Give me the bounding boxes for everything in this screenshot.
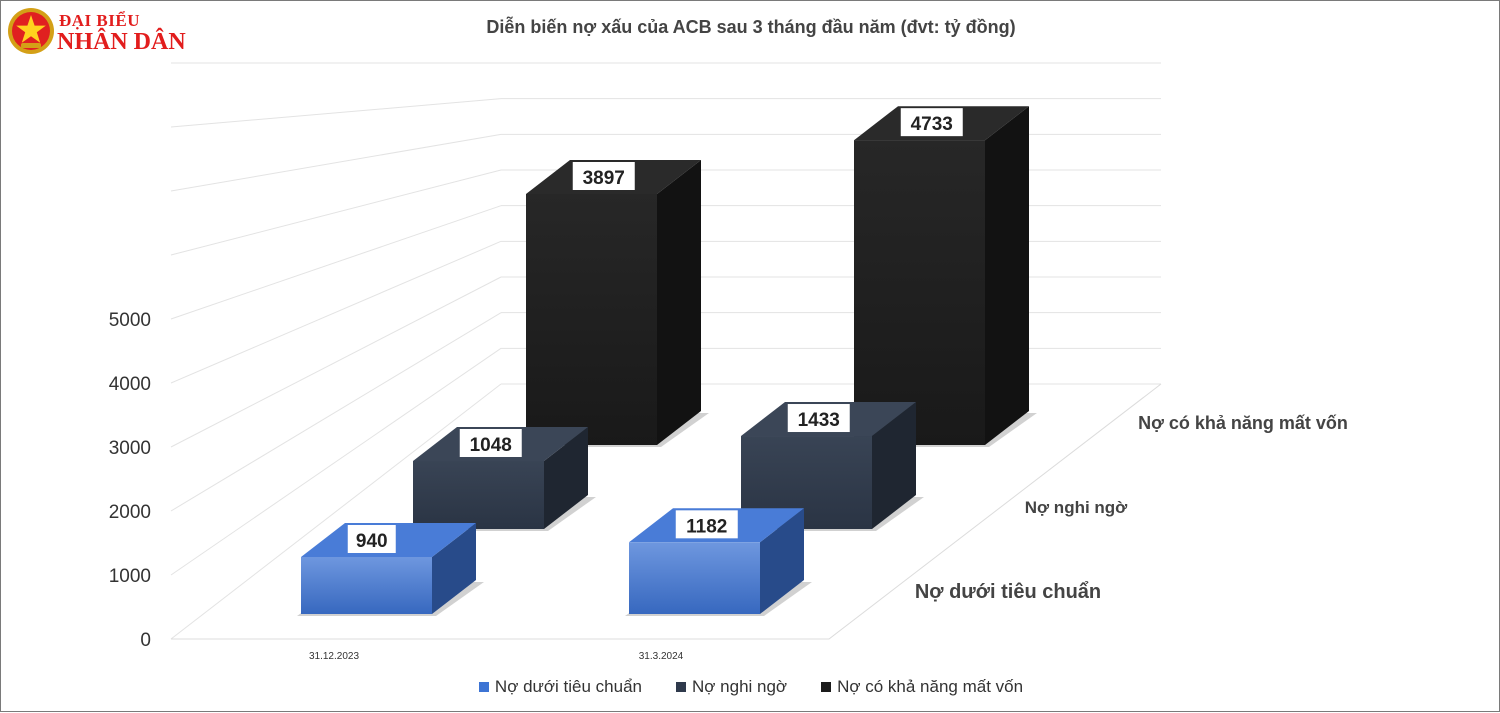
legend-item-no-co-kha-nang-mat-von: Nợ có khả năng mất vốn xyxy=(821,677,1023,697)
gridline-left-wall xyxy=(170,98,502,128)
data-label-box xyxy=(347,525,396,553)
legend-label: Nợ nghi ngờ xyxy=(692,677,788,696)
logo: ĐẠI BIỂU NHÂN DÂN xyxy=(7,7,186,57)
bar-side-face xyxy=(760,508,804,614)
legend-swatch xyxy=(478,682,489,692)
x-category-label: 31.3.2024 xyxy=(639,651,684,662)
legend-label: Nợ dưới tiêu chuẩn xyxy=(494,677,643,696)
gridline-left-wall xyxy=(170,240,502,384)
y-tick-label: 0 xyxy=(140,630,151,651)
legend-swatch xyxy=(676,682,687,692)
data-label-box xyxy=(675,510,738,539)
bar-front-face xyxy=(413,461,544,529)
chart-title: Diễn biến nợ xấu của ACB sau 3 tháng đầu… xyxy=(486,17,1016,37)
data-label: 1048 xyxy=(470,435,512,456)
gridline-left-wall xyxy=(170,133,502,192)
data-label: 1182 xyxy=(686,516,727,537)
data-label: 3897 xyxy=(583,168,625,189)
legend-swatch xyxy=(821,682,832,692)
floor-edge xyxy=(171,383,1162,640)
gridline-left-wall xyxy=(170,169,502,256)
depth-series-label: Nợ nghi ngờ xyxy=(1025,498,1128,517)
y-tick-label: 3000 xyxy=(109,438,151,459)
data-label-box xyxy=(900,108,963,137)
emblem-icon xyxy=(8,8,54,54)
bar-side-face xyxy=(432,523,476,614)
bar-front-face xyxy=(301,557,432,614)
depth-series-label: Nợ có khả năng mất vốn xyxy=(1138,413,1348,433)
data-label-box xyxy=(459,429,522,457)
bar-front-face xyxy=(526,194,657,445)
bar-side-face xyxy=(985,106,1029,445)
gridline-left-wall xyxy=(170,312,502,512)
logo-line2: NHÂN DÂN xyxy=(57,29,186,55)
gridline-left-wall xyxy=(170,276,502,448)
depth-series-label: Nợ dưới tiêu chuẩn xyxy=(915,581,1101,603)
bar-front-face xyxy=(629,542,760,614)
bar-side-face xyxy=(872,402,916,529)
gridline-left-wall xyxy=(170,383,502,640)
bar-front-face xyxy=(854,140,985,445)
bar-1-0: 1048 xyxy=(409,427,596,531)
data-label: 940 xyxy=(356,531,388,552)
bar-2-0: 3897 xyxy=(522,160,709,447)
legend-item-no-duoi-tieu-chuan: Nợ dưới tiêu chuẩn xyxy=(478,677,643,697)
data-label: 1433 xyxy=(798,410,840,431)
bar-2-1: 4733 xyxy=(850,106,1037,447)
x-category-label: 31.12.2023 xyxy=(309,651,359,662)
data-label-box xyxy=(572,162,635,190)
y-tick-label: 2000 xyxy=(109,502,151,523)
data-label-box xyxy=(787,404,850,433)
legend-label: Nợ có khả năng mất vốn xyxy=(837,677,1024,696)
logo-line1: ĐẠI BIỂU xyxy=(59,11,140,30)
legend: Nợ dưới tiêu chuẩn Nợ nghi ngờ Nợ có khả… xyxy=(1,677,1500,697)
bar-0-1: 1182 xyxy=(625,508,812,616)
bar-side-face xyxy=(657,160,701,445)
y-tick-label: 4000 xyxy=(109,374,151,395)
y-tick-label: 5000 xyxy=(109,310,151,331)
gridline-left-wall xyxy=(170,347,502,576)
bar-layer: 3897 4733 1048 1433 940 1182 xyxy=(297,106,1037,616)
gridline-left-wall xyxy=(170,205,502,320)
bar-0-0: 940 xyxy=(297,523,484,616)
axis-layer: 0 1000 2000 3000 4000 5000 31.12.2023 31.3.2024… xyxy=(109,310,1348,662)
y-tick-label: 1000 xyxy=(109,566,151,587)
data-label: 4733 xyxy=(911,114,953,135)
legend-item-no-nghi-ngo: Nợ nghi ngờ xyxy=(676,677,787,697)
